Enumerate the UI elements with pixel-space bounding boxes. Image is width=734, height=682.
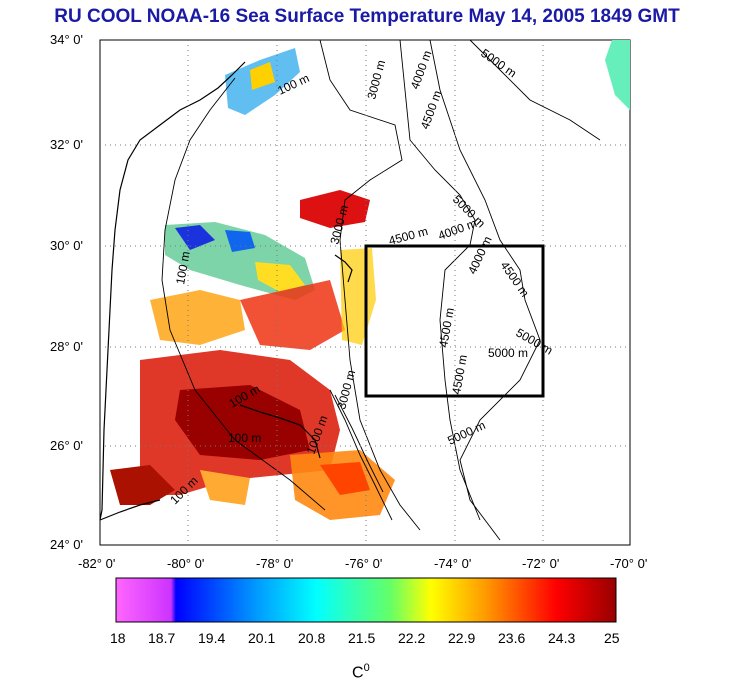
sst-patch	[200, 470, 250, 505]
lat-label: 32° 0'	[50, 137, 83, 152]
lat-label: 26° 0'	[50, 438, 83, 453]
colorbar-tick: 18	[110, 630, 126, 646]
sst-patch	[605, 40, 630, 110]
study-area-box	[364, 244, 545, 398]
sst-patch	[240, 280, 345, 350]
contour-label: 5000 m	[488, 346, 528, 360]
sst-patch	[110, 465, 175, 505]
contour-label: 4500 m	[436, 307, 457, 349]
colorbar-tick: 21.5	[348, 630, 376, 646]
lon-label: -78° 0'	[256, 556, 294, 571]
coastline	[99, 61, 353, 521]
colorbar-tick: 20.8	[298, 630, 326, 646]
lat-label: 30° 0'	[50, 238, 83, 253]
lon-label: -72° 0'	[522, 556, 560, 571]
colorbar-tick: 22.2	[398, 630, 426, 646]
lon-label: -70° 0'	[610, 556, 648, 571]
sst-patch	[175, 225, 215, 250]
colorbar-unit: C0	[352, 662, 370, 682]
contour-label: 4500 m	[449, 354, 470, 396]
contour-label: 100 m	[228, 431, 261, 445]
lon-label: -74° 0'	[434, 556, 472, 571]
sst-patch	[175, 385, 310, 460]
lat-label: 24° 0'	[50, 537, 83, 552]
colorbar-tick: 22.9	[448, 630, 476, 646]
lon-label: -76° 0'	[345, 556, 383, 571]
lon-label: -82° 0'	[78, 556, 116, 571]
sst-patch	[225, 230, 255, 252]
colorbar-tick: 23.6	[498, 630, 526, 646]
bathymetry-contours	[161, 39, 601, 541]
colorbar-tick: 19.4	[198, 630, 226, 646]
unit-label: C	[352, 664, 364, 682]
colorbar-tick: 24.3	[548, 630, 576, 646]
colorbar	[115, 577, 617, 623]
sst-patch	[255, 262, 305, 292]
colorbar-tick: 25	[604, 630, 620, 646]
contour-label: 100 m	[173, 250, 193, 285]
colorbar-tick: 20.1	[248, 630, 276, 646]
lon-label: -80° 0'	[167, 556, 205, 571]
colorbar-tick: 18.7	[148, 630, 176, 646]
sst-patch	[250, 62, 275, 90]
sst-patch	[150, 290, 245, 345]
map-title: RU COOL NOAA-16 Sea Surface Temperature …	[54, 6, 680, 27]
lat-label: 28° 0'	[50, 339, 83, 354]
sst-patch	[300, 190, 370, 228]
unit-superscript: 0	[363, 662, 370, 674]
sst-patch	[320, 462, 370, 495]
lat-label: 34° 0'	[50, 32, 83, 47]
